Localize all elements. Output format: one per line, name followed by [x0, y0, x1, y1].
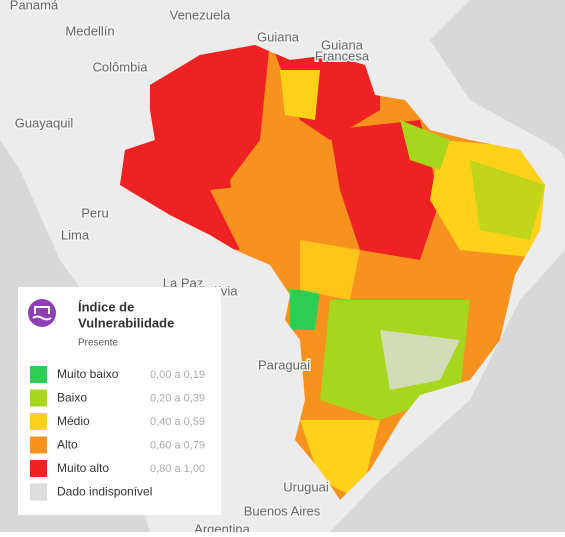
- legend-panel: [18, 287, 221, 515]
- place-label: Panamá: [10, 0, 59, 12]
- legend-range: 0,00 a 0,19: [150, 369, 205, 381]
- legend-swatch: [30, 366, 47, 383]
- legend-swatch: [30, 413, 47, 430]
- legend-swatch: [30, 389, 47, 407]
- place-label: Guiana: [257, 29, 300, 44]
- legend-swatch: [30, 460, 47, 477]
- legend-swatch: [30, 483, 47, 501]
- legend-icon: [28, 299, 56, 327]
- place-label: Medellín: [65, 23, 114, 38]
- place-label: Venezuela: [170, 7, 231, 22]
- legend-range: 0,40 a 0,59: [150, 416, 205, 428]
- legend-label: Médio: [57, 414, 90, 428]
- place-label: Buenos Aires: [244, 503, 321, 518]
- legend-label: Muito alto: [57, 461, 109, 475]
- legend-swatch: [30, 436, 47, 454]
- legend-label: Muito baixo: [57, 367, 119, 381]
- place-label: Argentina: [194, 521, 250, 532]
- legend-title: Índice de: [78, 299, 134, 314]
- legend-range: 0,20 a 0,39: [150, 392, 205, 404]
- place-label: Guayaquil: [15, 115, 74, 130]
- place-label: Guiana: [321, 37, 364, 52]
- legend-label: Dado indisponível: [57, 485, 152, 499]
- place-label: Francesa: [315, 48, 370, 63]
- legend-range: 0,60 a 0,79: [150, 439, 205, 451]
- legend-icon-glyph: [32, 306, 52, 321]
- legend-label: Alto: [57, 438, 78, 452]
- place-label: Colômbia: [93, 59, 149, 74]
- legend-range: 0,80 a 1,00: [150, 463, 205, 475]
- legend-subtitle: Presente: [78, 338, 118, 349]
- legend: Índice de Vulnerabilidade Presente Muito…: [18, 287, 221, 515]
- place-label: Peru: [81, 205, 108, 220]
- place-label: Paraguai: [258, 357, 310, 372]
- place-label: Uruguai: [283, 479, 329, 494]
- legend-title: Vulnerabilidade: [78, 315, 174, 330]
- legend-label: Baixo: [57, 391, 87, 405]
- place-label: Lima: [61, 227, 90, 242]
